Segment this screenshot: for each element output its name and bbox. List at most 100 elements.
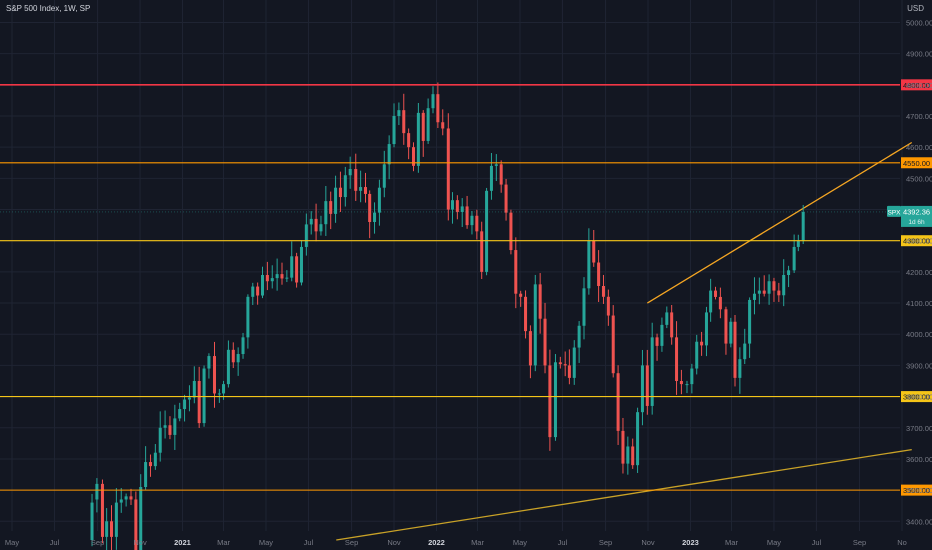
- candle-body: [685, 384, 689, 386]
- candle-body: [192, 381, 196, 398]
- trendline: [646, 141, 913, 304]
- candle-body: [260, 275, 265, 296]
- symbol-tag-bg: [887, 205, 901, 217]
- candle-body: [348, 169, 352, 176]
- candle-body: [738, 359, 742, 378]
- candle-body: [246, 296, 250, 338]
- candle-body: [504, 184, 508, 213]
- candle-body: [105, 521, 109, 537]
- candle-body: [295, 256, 299, 283]
- x-tick-label: Nov: [641, 538, 655, 547]
- candle-body: [528, 331, 532, 366]
- candle-body: [280, 274, 284, 279]
- candle-body: [207, 356, 211, 369]
- x-tick-label: May: [5, 538, 19, 547]
- candle-body: [733, 321, 737, 378]
- x-tick-label: Nov: [133, 538, 147, 547]
- candle-body: [572, 347, 576, 378]
- y-tick-label: 4300.00: [906, 237, 932, 246]
- candle-body: [359, 187, 363, 191]
- candle-body: [563, 364, 567, 366]
- time-axis[interactable]: May Jul Sep Nov 2021 Mar May Jul Sep Nov 2022 Mar Ma…: [5, 538, 907, 547]
- candle-body: [558, 362, 562, 365]
- x-tick-label: Sep: [853, 538, 866, 547]
- candle-body: [553, 362, 557, 438]
- candle-body: [475, 215, 479, 232]
- candle-body: [606, 296, 610, 316]
- candle-body: [183, 399, 187, 410]
- candle-body: [567, 365, 571, 378]
- last-price-value: 4392.36: [903, 207, 930, 216]
- candle-body: [319, 224, 323, 232]
- candle-body: [387, 144, 391, 165]
- candlesticks: [90, 82, 805, 550]
- candle-body: [801, 212, 805, 241]
- candle-body: [436, 94, 440, 123]
- candle-body: [582, 288, 586, 326]
- x-tick-label: Mar: [725, 538, 738, 547]
- candle-body: [441, 122, 445, 129]
- candle-body: [251, 286, 255, 297]
- candle-body: [334, 187, 338, 214]
- candle-body: [601, 285, 605, 297]
- candle-body: [392, 116, 396, 145]
- candle-body: [616, 373, 620, 431]
- candle-body: [660, 324, 664, 346]
- x-tick-label: Jul: [558, 538, 568, 547]
- chart-title-text: S&P 500 Index, 1W, SP: [6, 4, 91, 13]
- candle-body: [290, 256, 294, 278]
- candle-body: [407, 133, 411, 148]
- candle-body: [231, 349, 235, 363]
- last-price-bg: [901, 205, 932, 227]
- candle-body: [256, 286, 260, 296]
- candle-body: [158, 427, 162, 453]
- level-label-bg: [901, 484, 932, 496]
- candle-body: [709, 290, 713, 313]
- candle-body: [489, 165, 493, 191]
- symbol-tag: SPX: [887, 209, 901, 216]
- candle-body: [577, 325, 581, 348]
- level-label: 4300.00: [903, 237, 930, 246]
- y-tick-label: 4000.00: [906, 330, 932, 339]
- candle-body: [265, 275, 269, 282]
- candle-body: [134, 499, 138, 550]
- candle-body: [592, 240, 596, 263]
- candle-body: [338, 187, 342, 198]
- candle-body: [329, 201, 333, 214]
- candle-body: [690, 368, 694, 385]
- x-tick-label: May: [513, 538, 527, 547]
- price-axis[interactable]: 3400.00 3500.00 3600.00 3700.00 3800.00 3900.…: [906, 18, 932, 526]
- candle-body: [139, 487, 143, 550]
- x-tick-label: 2022: [428, 538, 445, 547]
- x-tick-label: Jul: [304, 538, 314, 547]
- y-tick-label: 4600.00: [906, 143, 932, 152]
- candle-body: [762, 290, 766, 294]
- y-tick-label: 3700.00: [906, 424, 932, 433]
- candle-body: [421, 112, 425, 141]
- candle-body: [129, 496, 133, 500]
- x-tick-label: 2023: [682, 538, 699, 547]
- candle-body: [485, 190, 489, 272]
- candle-body: [285, 277, 289, 279]
- candle-body: [426, 108, 430, 141]
- candle-body: [645, 365, 649, 406]
- candle-body: [299, 246, 303, 283]
- candle-body: [95, 483, 99, 500]
- x-tick-label: Mar: [217, 538, 230, 547]
- candle-body: [236, 354, 240, 363]
- candle-body: [743, 343, 747, 360]
- candle-body: [543, 318, 547, 366]
- candle-body: [202, 368, 206, 424]
- candle-body: [670, 312, 674, 338]
- y-tick-label: 3400.00: [906, 517, 932, 526]
- candle-body: [597, 262, 601, 286]
- candle-body: [524, 296, 528, 332]
- candle-body: [368, 193, 372, 222]
- horizontal-levels: 4800.00 4550.00 4300.00 3800.00 3500.00: [0, 79, 932, 496]
- x-tick-label: Sep: [599, 538, 612, 547]
- candle-body: [270, 278, 274, 282]
- candle-body: [777, 290, 781, 296]
- candle-body: [314, 218, 318, 232]
- candle-body: [382, 164, 386, 188]
